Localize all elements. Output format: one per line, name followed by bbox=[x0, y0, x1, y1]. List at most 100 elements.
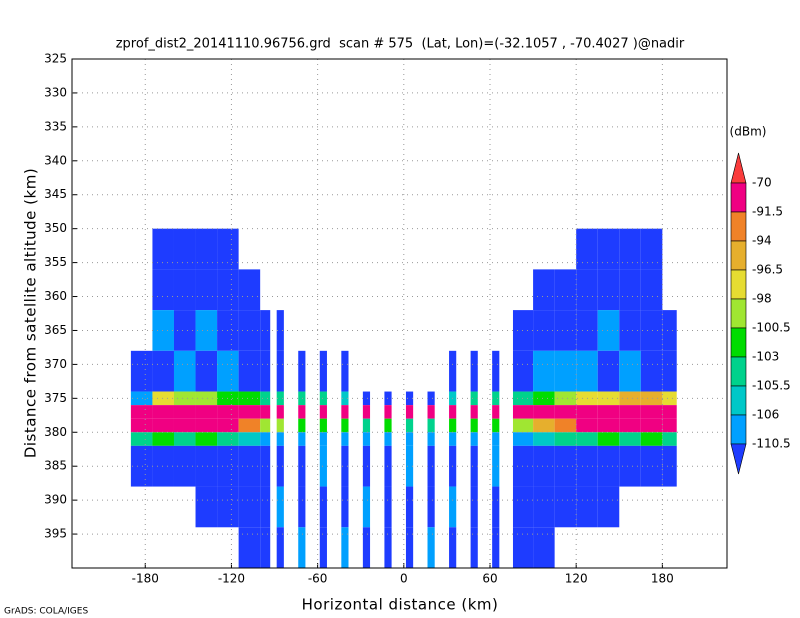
cell bbox=[470, 486, 478, 528]
cell bbox=[341, 445, 349, 487]
cell bbox=[238, 269, 261, 311]
x-tick-label: -60 bbox=[308, 572, 328, 586]
cell bbox=[260, 527, 271, 568]
cell bbox=[173, 228, 196, 270]
cell bbox=[298, 432, 306, 446]
cell bbox=[470, 350, 478, 392]
cell bbox=[217, 228, 239, 270]
x-axis-label: Horizontal distance (km) bbox=[302, 596, 499, 614]
cell bbox=[217, 269, 239, 311]
y-tick-label: 390 bbox=[44, 493, 67, 507]
cell bbox=[298, 418, 306, 433]
cell bbox=[319, 486, 327, 528]
cell bbox=[576, 418, 598, 433]
cell bbox=[298, 391, 306, 406]
cell bbox=[362, 527, 371, 568]
x-tick-label: 120 bbox=[565, 572, 588, 586]
cell bbox=[662, 432, 677, 446]
cell bbox=[341, 527, 349, 568]
cell bbox=[173, 391, 196, 406]
cell bbox=[512, 350, 534, 392]
colorbar-tick-label: -91.5 bbox=[752, 205, 783, 219]
cell bbox=[260, 445, 271, 487]
cell bbox=[276, 486, 284, 528]
cell bbox=[405, 432, 414, 446]
cell bbox=[276, 391, 284, 406]
x-tick-label: 180 bbox=[651, 572, 674, 586]
x-tick-label: 0 bbox=[400, 572, 408, 586]
colorbar-box bbox=[730, 327, 747, 358]
cell bbox=[662, 391, 677, 406]
cell bbox=[152, 405, 174, 419]
colorbar-box bbox=[730, 240, 747, 271]
cell bbox=[470, 445, 478, 487]
cell bbox=[130, 418, 153, 433]
cell bbox=[260, 310, 271, 351]
cell bbox=[492, 432, 500, 446]
cell bbox=[554, 405, 577, 419]
cell bbox=[554, 310, 577, 351]
cell bbox=[195, 432, 218, 446]
cell bbox=[238, 445, 261, 487]
cell bbox=[597, 405, 620, 419]
colorbar-tick-label: -105.5 bbox=[752, 379, 791, 393]
cell bbox=[597, 445, 620, 487]
cell bbox=[662, 418, 677, 433]
cell bbox=[276, 432, 284, 446]
cell bbox=[492, 350, 500, 392]
cell bbox=[576, 269, 598, 311]
cell bbox=[449, 527, 457, 568]
cell bbox=[260, 350, 271, 392]
cell bbox=[384, 527, 392, 568]
cell bbox=[384, 391, 392, 406]
cell bbox=[405, 445, 414, 487]
y-tick-label: 330 bbox=[44, 85, 67, 99]
cell bbox=[427, 527, 435, 568]
colorbar-tick-label: -96.5 bbox=[752, 263, 783, 277]
y-tick-label: 365 bbox=[44, 323, 67, 337]
cell bbox=[341, 486, 349, 528]
cell bbox=[238, 527, 261, 568]
cell bbox=[276, 418, 284, 433]
cell bbox=[405, 391, 414, 406]
cell bbox=[238, 350, 261, 392]
cell bbox=[427, 418, 435, 433]
cell bbox=[619, 310, 641, 351]
cell bbox=[276, 527, 284, 568]
cell bbox=[554, 486, 577, 528]
cell bbox=[512, 391, 534, 406]
cell bbox=[319, 418, 327, 433]
colorbar-tick-label: -106 bbox=[752, 408, 779, 422]
cell bbox=[195, 486, 218, 528]
cell bbox=[217, 486, 239, 528]
cell bbox=[130, 405, 153, 419]
y-tick-label: 345 bbox=[44, 187, 67, 201]
cell bbox=[341, 391, 349, 406]
cell bbox=[470, 432, 478, 446]
cell bbox=[554, 445, 577, 487]
cell bbox=[152, 350, 174, 392]
cell bbox=[298, 405, 306, 419]
cell bbox=[173, 445, 196, 487]
cell bbox=[512, 432, 534, 446]
cell bbox=[662, 350, 677, 392]
cell bbox=[619, 418, 641, 433]
cell bbox=[362, 405, 371, 419]
cell bbox=[152, 228, 174, 270]
cell bbox=[427, 486, 435, 528]
cell bbox=[405, 405, 414, 419]
cell bbox=[298, 445, 306, 487]
cell bbox=[449, 418, 457, 433]
cell bbox=[152, 432, 174, 446]
cell bbox=[640, 445, 663, 487]
cell bbox=[152, 269, 174, 311]
cell bbox=[533, 418, 555, 433]
cell bbox=[276, 350, 284, 392]
y-tick-label: 355 bbox=[44, 255, 67, 269]
cell bbox=[576, 445, 598, 487]
cell bbox=[405, 418, 414, 433]
cell bbox=[492, 418, 500, 433]
cell bbox=[260, 391, 271, 406]
colorbar-box bbox=[730, 182, 747, 213]
cell bbox=[597, 418, 620, 433]
